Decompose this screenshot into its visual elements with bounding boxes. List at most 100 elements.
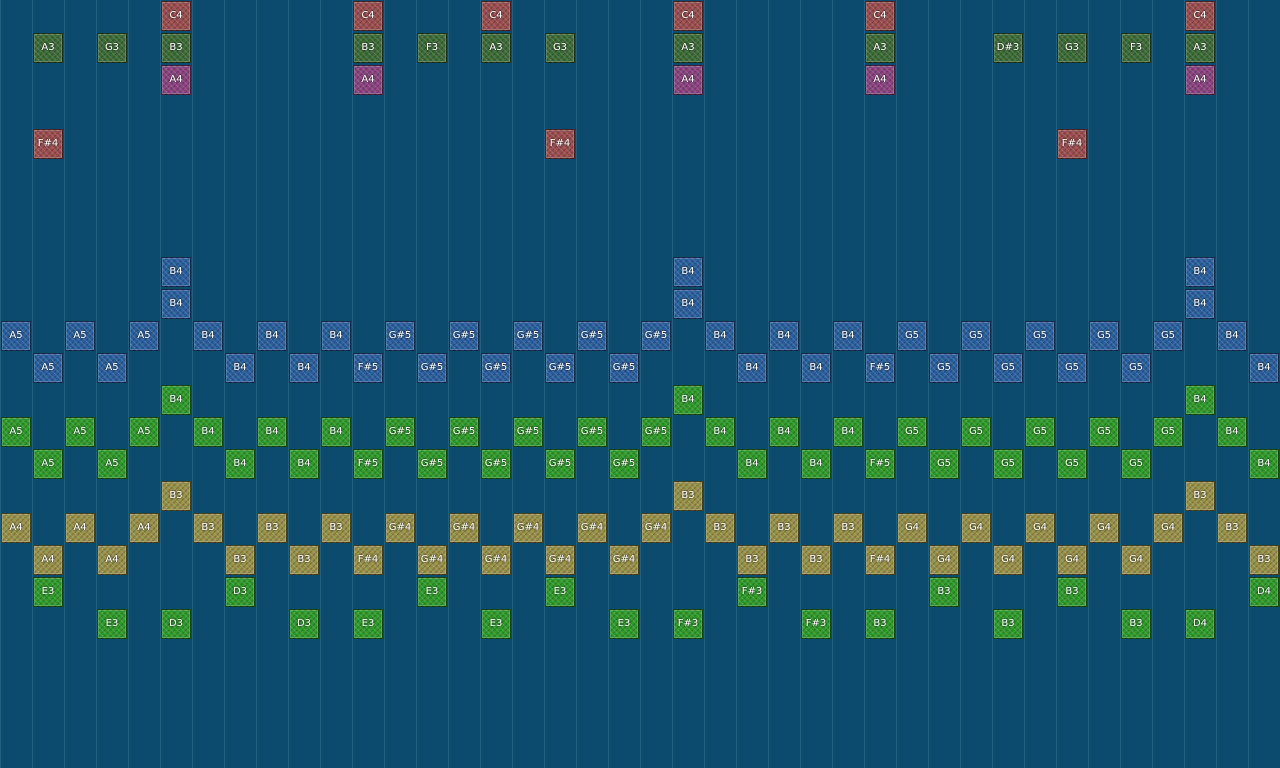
note-block[interactable]: G#5: [641, 417, 671, 447]
note-block[interactable]: B3: [769, 513, 799, 543]
note-block[interactable]: A4: [1185, 65, 1215, 95]
note-block[interactable]: F3: [417, 33, 447, 63]
note-block[interactable]: E3: [353, 609, 383, 639]
note-block[interactable]: B4: [193, 417, 223, 447]
note-block[interactable]: G5: [1121, 353, 1151, 383]
note-block[interactable]: A3: [33, 33, 63, 63]
note-block[interactable]: G4: [1025, 513, 1055, 543]
note-block[interactable]: B3: [1057, 577, 1087, 607]
note-block[interactable]: B4: [673, 385, 703, 415]
note-block[interactable]: A3: [673, 33, 703, 63]
note-block[interactable]: E3: [33, 577, 63, 607]
note-block[interactable]: A5: [129, 321, 159, 351]
note-block[interactable]: B3: [1217, 513, 1247, 543]
note-block[interactable]: G#5: [513, 417, 543, 447]
note-block[interactable]: G4: [929, 545, 959, 575]
note-block[interactable]: F#3: [737, 577, 767, 607]
note-block[interactable]: B4: [1217, 417, 1247, 447]
note-block[interactable]: G5: [993, 449, 1023, 479]
note-block[interactable]: B3: [705, 513, 735, 543]
note-block[interactable]: A5: [97, 449, 127, 479]
note-block[interactable]: A3: [481, 33, 511, 63]
note-block[interactable]: G3: [97, 33, 127, 63]
note-block[interactable]: B3: [353, 33, 383, 63]
note-block[interactable]: G#4: [513, 513, 543, 543]
note-block[interactable]: B3: [225, 545, 255, 575]
note-block[interactable]: B3: [801, 545, 831, 575]
note-block[interactable]: B3: [193, 513, 223, 543]
note-block[interactable]: G#4: [481, 545, 511, 575]
note-block[interactable]: G5: [1153, 321, 1183, 351]
note-block[interactable]: G5: [1153, 417, 1183, 447]
note-block[interactable]: B4: [161, 289, 191, 319]
note-block[interactable]: F#5: [353, 353, 383, 383]
note-block[interactable]: A3: [865, 33, 895, 63]
note-block[interactable]: A4: [673, 65, 703, 95]
note-block[interactable]: G#5: [481, 449, 511, 479]
note-block[interactable]: G#5: [449, 417, 479, 447]
note-block[interactable]: C4: [481, 1, 511, 31]
note-block[interactable]: B4: [769, 417, 799, 447]
note-block[interactable]: B4: [225, 449, 255, 479]
note-block[interactable]: B4: [289, 353, 319, 383]
note-block[interactable]: G#5: [545, 353, 575, 383]
note-block[interactable]: C4: [865, 1, 895, 31]
note-block[interactable]: D3: [161, 609, 191, 639]
note-block[interactable]: B4: [321, 321, 351, 351]
note-block[interactable]: G5: [1089, 417, 1119, 447]
note-block[interactable]: F#4: [33, 129, 63, 159]
note-block[interactable]: C4: [1185, 1, 1215, 31]
note-block[interactable]: B3: [993, 609, 1023, 639]
note-block[interactable]: F#4: [353, 545, 383, 575]
note-block[interactable]: C4: [673, 1, 703, 31]
note-block[interactable]: F3: [1121, 33, 1151, 63]
note-block[interactable]: A4: [33, 545, 63, 575]
note-block[interactable]: A4: [97, 545, 127, 575]
note-block[interactable]: G3: [1057, 33, 1087, 63]
note-block[interactable]: G#5: [385, 321, 415, 351]
note-block[interactable]: G#4: [417, 545, 447, 575]
note-block[interactable]: B3: [257, 513, 287, 543]
note-block[interactable]: A4: [353, 65, 383, 95]
note-block[interactable]: A5: [97, 353, 127, 383]
note-block[interactable]: A4: [129, 513, 159, 543]
note-block[interactable]: G4: [1089, 513, 1119, 543]
note-block[interactable]: B4: [833, 321, 863, 351]
note-block[interactable]: G#5: [609, 353, 639, 383]
note-block[interactable]: G#5: [609, 449, 639, 479]
note-block[interactable]: G#4: [577, 513, 607, 543]
note-block[interactable]: B4: [321, 417, 351, 447]
note-block[interactable]: A5: [65, 321, 95, 351]
note-block[interactable]: B4: [257, 417, 287, 447]
note-block[interactable]: E3: [609, 609, 639, 639]
note-block[interactable]: G#5: [545, 449, 575, 479]
note-block[interactable]: B4: [737, 353, 767, 383]
note-block[interactable]: G5: [961, 417, 991, 447]
note-block[interactable]: F#4: [865, 545, 895, 575]
note-block[interactable]: B4: [833, 417, 863, 447]
note-block[interactable]: G#5: [417, 449, 447, 479]
note-block[interactable]: F#5: [865, 449, 895, 479]
note-block[interactable]: E3: [481, 609, 511, 639]
note-block[interactable]: B3: [673, 481, 703, 511]
note-block[interactable]: B4: [705, 417, 735, 447]
note-block[interactable]: G5: [1025, 321, 1055, 351]
note-block[interactable]: D4: [1185, 609, 1215, 639]
note-block[interactable]: G4: [1057, 545, 1087, 575]
note-block[interactable]: B4: [1249, 353, 1279, 383]
note-block[interactable]: B4: [161, 257, 191, 287]
note-block[interactable]: A5: [33, 449, 63, 479]
note-block[interactable]: B3: [161, 33, 191, 63]
note-block[interactable]: D3: [225, 577, 255, 607]
note-block[interactable]: B3: [929, 577, 959, 607]
note-block[interactable]: C4: [161, 1, 191, 31]
note-block[interactable]: G4: [897, 513, 927, 543]
note-block[interactable]: G#4: [385, 513, 415, 543]
note-block[interactable]: G4: [1153, 513, 1183, 543]
note-block[interactable]: F#4: [1057, 129, 1087, 159]
note-block[interactable]: G#5: [577, 321, 607, 351]
note-block[interactable]: A4: [1, 513, 31, 543]
note-block[interactable]: D4: [1249, 577, 1279, 607]
note-block[interactable]: G#4: [609, 545, 639, 575]
note-block[interactable]: G5: [929, 449, 959, 479]
